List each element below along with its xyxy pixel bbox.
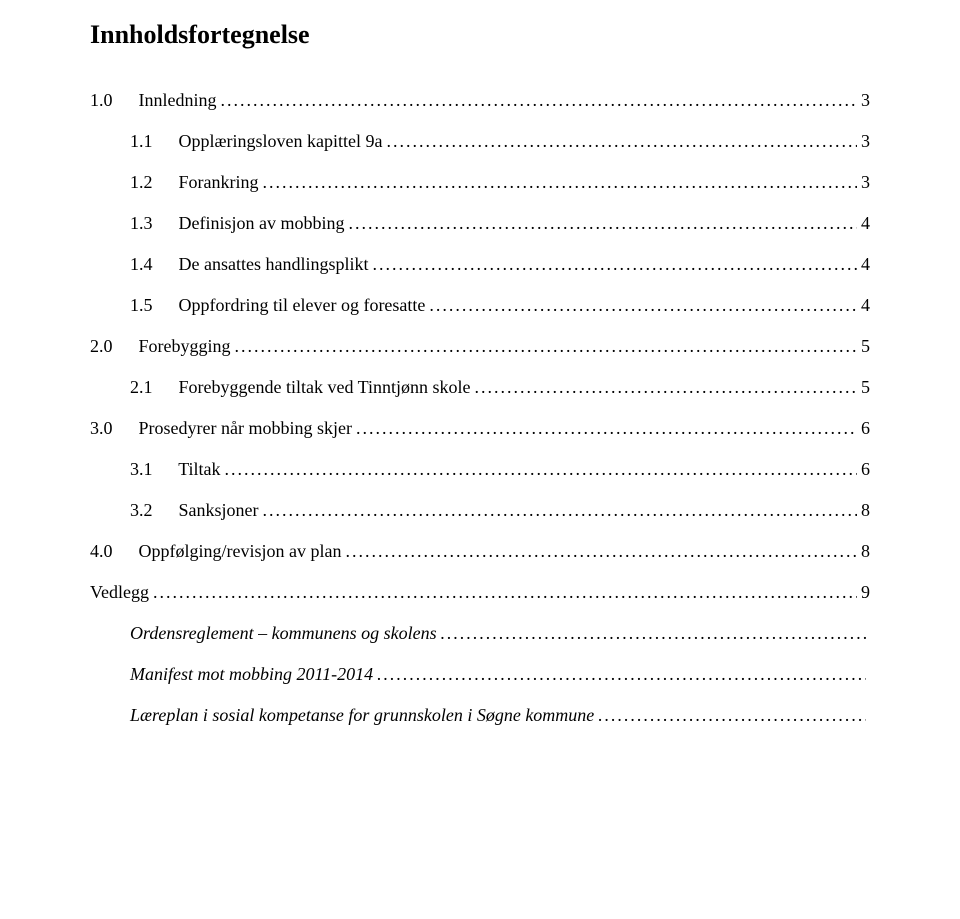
toc-entry-text: Opplæringsloven kapittel 9a	[179, 131, 383, 151]
toc-entry-leader	[153, 582, 857, 603]
toc-entry: 3.1 Tiltak 6	[90, 459, 870, 480]
toc-entry: 3.0 Prosedyrer når mobbing skjer 6	[90, 418, 870, 439]
toc-entry-label: 3.0 Prosedyrer når mobbing skjer	[90, 418, 356, 439]
toc-entry-text: Prosedyrer når mobbing skjer	[139, 418, 352, 438]
toc-entry-leader	[377, 664, 866, 685]
toc-entry-label: 4.0 Oppfølging/revisjon av plan	[90, 541, 345, 562]
toc-entry-page: 4	[857, 213, 870, 234]
table-of-contents: 1.0 Innledning31.1 Opplæringsloven kapit…	[90, 90, 870, 726]
toc-entry-number: 1.5	[130, 295, 174, 316]
toc-entry-number: 3.1	[130, 459, 174, 480]
toc-entry-number: 1.3	[130, 213, 174, 234]
toc-entry: Ordensreglement – kommunens og skolens	[90, 623, 870, 644]
toc-entry: 1.2 Forankring 3	[90, 172, 870, 193]
toc-entry-leader	[386, 131, 857, 152]
toc-entry-text: Oppfølging/revisjon av plan	[139, 541, 342, 561]
toc-entry-label: Manifest mot mobbing 2011-2014	[130, 664, 377, 685]
toc-entry-page: 9	[857, 582, 870, 603]
toc-entry-leader	[345, 541, 857, 562]
toc-entry: 2.0 Forebygging 5	[90, 336, 870, 357]
toc-entry-number: 4.0	[90, 541, 134, 562]
toc-entry-number: 3.0	[90, 418, 134, 439]
toc-entry-leader	[441, 623, 866, 644]
toc-entry-text: Tiltak	[178, 459, 220, 479]
toc-entry-number: 1.4	[130, 254, 174, 275]
toc-entry: 1.4 De ansattes handlingsplikt 4	[90, 254, 870, 275]
toc-entry-page: 3	[857, 172, 870, 193]
toc-entry-page: 6	[857, 459, 870, 480]
toc-entry-text: Manifest mot mobbing 2011-2014	[130, 664, 373, 684]
toc-entry-number: 2.1	[130, 377, 174, 398]
toc-entry-leader	[263, 500, 858, 521]
toc-entry-text: Forankring	[179, 172, 259, 192]
toc-entry-text: Innledning	[139, 90, 217, 110]
toc-entry-label: 2.1 Forebyggende tiltak ved Tinntjønn sk…	[130, 377, 475, 398]
toc-entry-page: 5	[857, 377, 870, 398]
toc-entry: 1.5 Oppfordring til elever og foresatte 4	[90, 295, 870, 316]
toc-entry-text: Forebygging	[139, 336, 231, 356]
toc-entry-text: Vedlegg	[90, 582, 149, 602]
toc-entry-page: 8	[857, 500, 870, 521]
toc-entry-number: 1.0	[90, 90, 134, 111]
toc-entry-number: 3.2	[130, 500, 174, 521]
toc-entry-label: 1.5 Oppfordring til elever og foresatte	[130, 295, 429, 316]
toc-entry-text: Ordensreglement – kommunens og skolens	[130, 623, 437, 643]
toc-entry: Manifest mot mobbing 2011-2014	[90, 664, 870, 685]
toc-entry-leader	[356, 418, 857, 439]
toc-entry-leader	[348, 213, 857, 234]
toc-entry: Vedlegg 9	[90, 582, 870, 603]
page-title: Innholdsfortegnelse	[90, 20, 870, 50]
toc-entry-label: 3.2 Sanksjoner	[130, 500, 263, 521]
toc-entry-label: Læreplan i sosial kompetanse for grunnsk…	[130, 705, 598, 726]
toc-entry-page: 5	[857, 336, 870, 357]
toc-entry-number: 1.2	[130, 172, 174, 193]
toc-entry-label: 1.1 Opplæringsloven kapittel 9a	[130, 131, 386, 152]
toc-entry: 3.2 Sanksjoner 8	[90, 500, 870, 521]
toc-entry: Læreplan i sosial kompetanse for grunnsk…	[90, 705, 870, 726]
toc-entry-leader	[598, 705, 866, 726]
toc-entry-label: Vedlegg	[90, 582, 153, 603]
toc-entry: 1.1 Opplæringsloven kapittel 9a 3	[90, 131, 870, 152]
toc-entry-page: 3	[857, 131, 870, 152]
toc-entry-page: 4	[857, 295, 870, 316]
toc-entry-text: Læreplan i sosial kompetanse for grunnsk…	[130, 705, 594, 725]
toc-entry-leader	[475, 377, 858, 398]
toc-entry-label: 1.0 Innledning	[90, 90, 221, 111]
toc-entry-page: 4	[857, 254, 870, 275]
toc-entry-text: Definisjon av mobbing	[179, 213, 345, 233]
toc-entry-text: Forebyggende tiltak ved Tinntjønn skole	[179, 377, 471, 397]
toc-entry-page: 8	[857, 541, 870, 562]
toc-entry-label: 2.0 Forebygging	[90, 336, 235, 357]
toc-entry-number: 1.1	[130, 131, 174, 152]
toc-entry: 1.3 Definisjon av mobbing 4	[90, 213, 870, 234]
toc-entry-leader	[372, 254, 857, 275]
toc-entry: 1.0 Innledning 3	[90, 90, 870, 111]
toc-entry-leader	[235, 336, 858, 357]
toc-entry: 2.1 Forebyggende tiltak ved Tinntjønn sk…	[90, 377, 870, 398]
toc-entry: 4.0 Oppfølging/revisjon av plan 8	[90, 541, 870, 562]
toc-entry-page: 3	[857, 90, 870, 111]
toc-entry-page: 6	[857, 418, 870, 439]
toc-entry-number: 2.0	[90, 336, 134, 357]
toc-entry-leader	[221, 90, 858, 111]
toc-entry-text: Sanksjoner	[179, 500, 259, 520]
toc-entry-label: 3.1 Tiltak	[130, 459, 225, 480]
toc-entry-label: 1.2 Forankring	[130, 172, 263, 193]
toc-entry-label: 1.3 Definisjon av mobbing	[130, 213, 348, 234]
toc-entry-leader	[429, 295, 857, 316]
toc-entry-text: De ansattes handlingsplikt	[179, 254, 369, 274]
toc-entry-leader	[263, 172, 858, 193]
toc-entry-label: 1.4 De ansattes handlingsplikt	[130, 254, 372, 275]
toc-entry-label: Ordensreglement – kommunens og skolens	[130, 623, 441, 644]
toc-entry-leader	[225, 459, 857, 480]
toc-entry-text: Oppfordring til elever og foresatte	[179, 295, 426, 315]
